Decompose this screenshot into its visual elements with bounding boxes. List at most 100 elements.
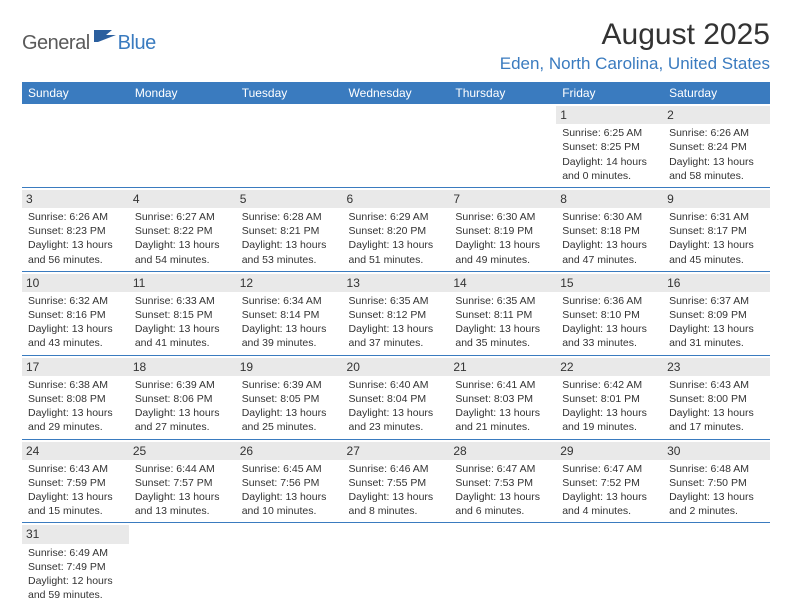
calendar-week-row: 1Sunrise: 6:25 AMSunset: 8:25 PMDaylight… bbox=[22, 104, 770, 187]
daylight1-text: Daylight: 13 hours bbox=[349, 322, 444, 336]
sunrise-text: Sunrise: 6:37 AM bbox=[669, 294, 764, 308]
daylight1-text: Daylight: 13 hours bbox=[242, 238, 337, 252]
sunset-text: Sunset: 7:55 PM bbox=[349, 476, 444, 490]
calendar-cell: 10Sunrise: 6:32 AMSunset: 8:16 PMDayligh… bbox=[22, 271, 129, 355]
day-number: 14 bbox=[449, 274, 556, 292]
daylight1-text: Daylight: 13 hours bbox=[135, 490, 230, 504]
daylight2-text: and 45 minutes. bbox=[669, 253, 764, 267]
daylight1-text: Daylight: 13 hours bbox=[242, 322, 337, 336]
daylight1-text: Daylight: 13 hours bbox=[242, 490, 337, 504]
calendar-cell: 1Sunrise: 6:25 AMSunset: 8:25 PMDaylight… bbox=[556, 104, 663, 187]
sunset-text: Sunset: 7:52 PM bbox=[562, 476, 657, 490]
daylight2-text: and 39 minutes. bbox=[242, 336, 337, 350]
calendar-cell: 23Sunrise: 6:43 AMSunset: 8:00 PMDayligh… bbox=[663, 355, 770, 439]
day-header: Thursday bbox=[449, 82, 556, 104]
sunrise-text: Sunrise: 6:35 AM bbox=[349, 294, 444, 308]
sunset-text: Sunset: 8:24 PM bbox=[669, 140, 764, 154]
calendar-cell: 12Sunrise: 6:34 AMSunset: 8:14 PMDayligh… bbox=[236, 271, 343, 355]
sunrise-text: Sunrise: 6:28 AM bbox=[242, 210, 337, 224]
daylight1-text: Daylight: 13 hours bbox=[669, 155, 764, 169]
day-number: 27 bbox=[343, 442, 450, 460]
sunset-text: Sunset: 8:09 PM bbox=[669, 308, 764, 322]
daylight1-text: Daylight: 13 hours bbox=[242, 406, 337, 420]
daylight1-text: Daylight: 13 hours bbox=[349, 490, 444, 504]
daylight2-text: and 49 minutes. bbox=[455, 253, 550, 267]
sunset-text: Sunset: 7:57 PM bbox=[135, 476, 230, 490]
sunset-text: Sunset: 7:49 PM bbox=[28, 560, 123, 574]
daylight2-text: and 35 minutes. bbox=[455, 336, 550, 350]
calendar-cell: 9Sunrise: 6:31 AMSunset: 8:17 PMDaylight… bbox=[663, 187, 770, 271]
sunset-text: Sunset: 7:50 PM bbox=[669, 476, 764, 490]
daylight2-text: and 54 minutes. bbox=[135, 253, 230, 267]
sunrise-text: Sunrise: 6:49 AM bbox=[28, 546, 123, 560]
daylight2-text: and 37 minutes. bbox=[349, 336, 444, 350]
calendar-cell: 3Sunrise: 6:26 AMSunset: 8:23 PMDaylight… bbox=[22, 187, 129, 271]
daylight1-text: Daylight: 13 hours bbox=[455, 490, 550, 504]
location-text: Eden, North Carolina, United States bbox=[500, 54, 770, 74]
day-number: 6 bbox=[343, 190, 450, 208]
sunrise-text: Sunrise: 6:41 AM bbox=[455, 378, 550, 392]
sunset-text: Sunset: 8:22 PM bbox=[135, 224, 230, 238]
calendar-cell bbox=[343, 104, 450, 187]
calendar-cell: 5Sunrise: 6:28 AMSunset: 8:21 PMDaylight… bbox=[236, 187, 343, 271]
calendar-cell bbox=[129, 104, 236, 187]
sunset-text: Sunset: 8:19 PM bbox=[455, 224, 550, 238]
sunset-text: Sunset: 8:06 PM bbox=[135, 392, 230, 406]
calendar-cell: 30Sunrise: 6:48 AMSunset: 7:50 PMDayligh… bbox=[663, 439, 770, 523]
calendar-cell: 27Sunrise: 6:46 AMSunset: 7:55 PMDayligh… bbox=[343, 439, 450, 523]
day-number: 26 bbox=[236, 442, 343, 460]
daylight1-text: Daylight: 13 hours bbox=[135, 406, 230, 420]
day-number: 9 bbox=[663, 190, 770, 208]
sunrise-text: Sunrise: 6:40 AM bbox=[349, 378, 444, 392]
day-number: 25 bbox=[129, 442, 236, 460]
calendar-cell bbox=[236, 523, 343, 606]
calendar-cell bbox=[449, 104, 556, 187]
calendar-cell: 28Sunrise: 6:47 AMSunset: 7:53 PMDayligh… bbox=[449, 439, 556, 523]
calendar-header-row: SundayMondayTuesdayWednesdayThursdayFrid… bbox=[22, 82, 770, 104]
daylight1-text: Daylight: 13 hours bbox=[669, 322, 764, 336]
calendar-cell: 22Sunrise: 6:42 AMSunset: 8:01 PMDayligh… bbox=[556, 355, 663, 439]
day-number: 30 bbox=[663, 442, 770, 460]
calendar-week-row: 3Sunrise: 6:26 AMSunset: 8:23 PMDaylight… bbox=[22, 187, 770, 271]
day-number: 29 bbox=[556, 442, 663, 460]
sunrise-text: Sunrise: 6:29 AM bbox=[349, 210, 444, 224]
calendar-cell: 14Sunrise: 6:35 AMSunset: 8:11 PMDayligh… bbox=[449, 271, 556, 355]
daylight1-text: Daylight: 13 hours bbox=[562, 406, 657, 420]
sunrise-text: Sunrise: 6:26 AM bbox=[28, 210, 123, 224]
calendar-cell: 4Sunrise: 6:27 AMSunset: 8:22 PMDaylight… bbox=[129, 187, 236, 271]
sunset-text: Sunset: 8:25 PM bbox=[562, 140, 657, 154]
daylight1-text: Daylight: 13 hours bbox=[28, 406, 123, 420]
daylight2-text: and 8 minutes. bbox=[349, 504, 444, 518]
daylight1-text: Daylight: 13 hours bbox=[669, 238, 764, 252]
calendar-cell bbox=[129, 523, 236, 606]
sunrise-text: Sunrise: 6:31 AM bbox=[669, 210, 764, 224]
day-header: Monday bbox=[129, 82, 236, 104]
daylight2-text: and 43 minutes. bbox=[28, 336, 123, 350]
daylight1-text: Daylight: 13 hours bbox=[455, 322, 550, 336]
day-number: 2 bbox=[663, 106, 770, 124]
sunrise-text: Sunrise: 6:47 AM bbox=[562, 462, 657, 476]
day-header: Tuesday bbox=[236, 82, 343, 104]
day-number: 19 bbox=[236, 358, 343, 376]
daylight2-text: and 53 minutes. bbox=[242, 253, 337, 267]
sunrise-text: Sunrise: 6:34 AM bbox=[242, 294, 337, 308]
daylight2-text: and 23 minutes. bbox=[349, 420, 444, 434]
sunrise-text: Sunrise: 6:25 AM bbox=[562, 126, 657, 140]
daylight2-text: and 17 minutes. bbox=[669, 420, 764, 434]
daylight1-text: Daylight: 13 hours bbox=[28, 322, 123, 336]
sunrise-text: Sunrise: 6:45 AM bbox=[242, 462, 337, 476]
day-header: Wednesday bbox=[343, 82, 450, 104]
sunset-text: Sunset: 8:03 PM bbox=[455, 392, 550, 406]
daylight2-text: and 56 minutes. bbox=[28, 253, 123, 267]
day-number: 15 bbox=[556, 274, 663, 292]
calendar-cell: 18Sunrise: 6:39 AMSunset: 8:06 PMDayligh… bbox=[129, 355, 236, 439]
daylight1-text: Daylight: 13 hours bbox=[562, 490, 657, 504]
day-number: 11 bbox=[129, 274, 236, 292]
flag-icon bbox=[94, 28, 116, 47]
daylight2-text: and 2 minutes. bbox=[669, 504, 764, 518]
daylight1-text: Daylight: 13 hours bbox=[455, 406, 550, 420]
daylight2-text: and 27 minutes. bbox=[135, 420, 230, 434]
day-header: Friday bbox=[556, 82, 663, 104]
day-number: 18 bbox=[129, 358, 236, 376]
daylight1-text: Daylight: 13 hours bbox=[562, 238, 657, 252]
